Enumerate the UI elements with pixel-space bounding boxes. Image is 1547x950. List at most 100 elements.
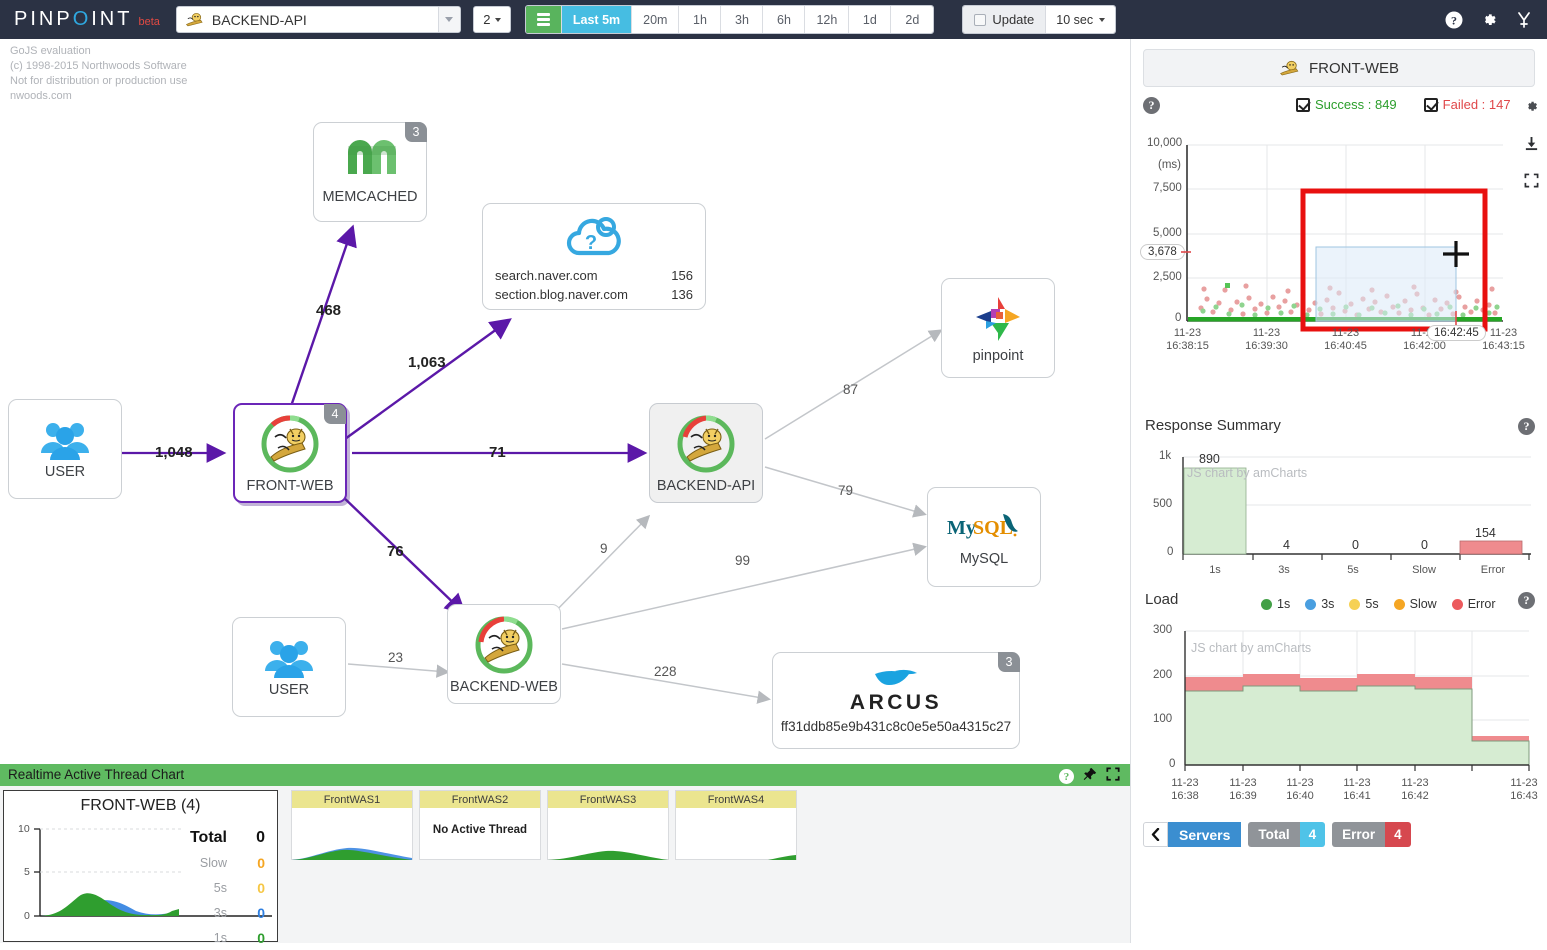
load-ytick-100: 100 bbox=[1153, 713, 1173, 725]
download-icon[interactable] bbox=[1524, 136, 1539, 156]
legend-slow[interactable]: Slow bbox=[1393, 597, 1437, 611]
gear-icon[interactable] bbox=[1480, 11, 1498, 29]
range-button-6h[interactable]: 6h bbox=[763, 6, 806, 33]
servers-label[interactable]: Servers bbox=[1168, 822, 1242, 847]
range-button-2d[interactable]: 2d bbox=[891, 6, 934, 33]
response-time-scatter-chart[interactable]: 10,000 (ms) 7,500 5,000 2,500 0 3,678 bbox=[1131, 131, 1547, 411]
range-button-last5m[interactable]: Last 5m bbox=[561, 6, 633, 33]
servers-bar: Servers Total 4 Error 4 bbox=[1143, 822, 1411, 847]
app-logo[interactable]: PINPOINT beta bbox=[14, 8, 160, 31]
list-item: 3s 0 bbox=[190, 900, 265, 925]
help-icon[interactable]: ? bbox=[1059, 769, 1074, 784]
edge-label-87: 87 bbox=[843, 382, 859, 397]
depth-select[interactable]: 2 bbox=[472, 6, 511, 33]
success-checkbox[interactable] bbox=[1296, 97, 1310, 112]
depth-value: 2 bbox=[483, 12, 491, 27]
application-select-caret[interactable] bbox=[437, 7, 460, 32]
arcus-icon bbox=[875, 669, 917, 685]
dot-icon bbox=[1305, 598, 1317, 610]
pinpoint-icon[interactable] bbox=[1515, 11, 1533, 29]
load-chart[interactable]: 1s 3s 5s Slow Error bbox=[1131, 589, 1547, 829]
tomcat-status-icon bbox=[261, 415, 319, 472]
legend-5s[interactable]: 5s bbox=[1349, 597, 1379, 611]
servers-prev-button[interactable] bbox=[1143, 822, 1168, 847]
node-user-2[interactable]: USER bbox=[232, 617, 346, 717]
svg-text:?: ? bbox=[585, 232, 597, 254]
update-checkbox-wrap[interactable]: Update bbox=[963, 6, 1046, 33]
load-xtick-1: 11-23 16:39 bbox=[1229, 777, 1257, 802]
bar-error bbox=[1459, 540, 1523, 555]
range-button-3h[interactable]: 3h bbox=[721, 6, 764, 33]
edge-label-468: 468 bbox=[316, 302, 342, 319]
was-card-4[interactable]: FrontWAS4 bbox=[675, 790, 797, 860]
scatter-plot-area bbox=[1181, 144, 1503, 332]
legend-failed[interactable]: Failed : 147 bbox=[1423, 97, 1511, 112]
pin-icon[interactable] bbox=[1083, 767, 1097, 786]
node-pinpoint[interactable]: pinpoint bbox=[941, 278, 1055, 378]
expand-icon[interactable] bbox=[1106, 767, 1120, 786]
application-name: BACKEND-API bbox=[211, 11, 307, 28]
servers-error-pill[interactable]: Error 4 bbox=[1332, 822, 1411, 847]
node-hash: ff31ddb85e9b431c8c0e5e50a4315c27 bbox=[780, 718, 1012, 734]
summary-xtick-slow: Slow bbox=[1412, 564, 1436, 576]
node-memcached[interactable]: 3 MEMCACHED bbox=[313, 122, 427, 222]
scatter-header: ? Success : 849 Failed : 147 bbox=[1131, 95, 1547, 121]
cloud-unknown-icon: ? bbox=[566, 217, 621, 256]
svg-text:SQL: SQL bbox=[973, 517, 1013, 539]
node-mysql[interactable]: My SQL MySQL bbox=[927, 487, 1041, 587]
response-summary-title: Response Summary bbox=[1145, 417, 1281, 434]
legend-success[interactable]: Success : 849 bbox=[1296, 97, 1397, 112]
legend-1s[interactable]: 1s bbox=[1261, 597, 1290, 611]
node-arcus[interactable]: 3 ARCUS ff31ddb85e9b431c8c0e5e50a4315c27 bbox=[772, 652, 1020, 749]
was-chart bbox=[292, 808, 412, 860]
was-card-2[interactable]: FrontWAS2 No Active Thread bbox=[419, 790, 541, 860]
help-icon[interactable]: ? bbox=[1445, 11, 1463, 29]
help-icon[interactable]: ? bbox=[1518, 592, 1535, 609]
servers-total-pill[interactable]: Total 4 bbox=[1248, 822, 1326, 847]
range-button-12h[interactable]: 12h bbox=[805, 6, 850, 33]
help-icon[interactable]: ? bbox=[1518, 418, 1535, 435]
load-title: Load bbox=[1145, 591, 1179, 608]
scatter-cursor-time: 16:42:45 bbox=[1427, 325, 1486, 341]
chevron-down-icon bbox=[445, 17, 454, 22]
help-icon[interactable]: ? bbox=[1143, 97, 1160, 114]
range-grid-button[interactable] bbox=[525, 6, 562, 33]
edge-label-228: 228 bbox=[654, 664, 677, 679]
gear-icon[interactable] bbox=[1524, 99, 1539, 119]
front-web-thread-chart[interactable]: FRONT-WEB (4) 10 5 0 Total 0 Slow 0 bbox=[3, 790, 278, 946]
legend-error-label: Error bbox=[1467, 597, 1496, 611]
thread-key-1s: 1s bbox=[213, 930, 227, 945]
server-map-canvas[interactable]: GoJS evaluation (c) 1998-2015 Northwoods… bbox=[0, 39, 1130, 764]
was-card-1[interactable]: FrontWAS1 bbox=[291, 790, 413, 860]
edge-label-9: 9 bbox=[600, 541, 608, 556]
inspector-title[interactable]: FRONT-WEB bbox=[1143, 49, 1535, 87]
range-button-1h[interactable]: 1h bbox=[679, 6, 722, 33]
node-backend-web[interactable]: BACKEND-WEB bbox=[447, 604, 561, 704]
update-checkbox[interactable] bbox=[974, 13, 987, 26]
failed-checkbox[interactable] bbox=[1423, 97, 1438, 112]
node-user-1[interactable]: USER bbox=[8, 399, 122, 499]
was-card-3[interactable]: FrontWAS3 bbox=[547, 790, 669, 860]
application-select[interactable]: BACKEND-API bbox=[175, 6, 461, 33]
range-button-1d[interactable]: 1d bbox=[849, 6, 892, 33]
dot-icon bbox=[1451, 598, 1463, 610]
servers-error-key: Error bbox=[1332, 822, 1386, 847]
edge-label-71: 71 bbox=[489, 444, 506, 461]
edge-frontweb-backendweb bbox=[339, 493, 467, 616]
time-range-group: Last 5m 20m 1h 3h 6h 12h 1d 2d bbox=[524, 5, 935, 34]
realtime-panel-title: Realtime Active Thread Chart bbox=[8, 767, 185, 782]
range-button-20m[interactable]: 20m bbox=[632, 6, 680, 33]
response-summary-chart[interactable]: 1k 500 0 890 4 0 0 154 JS chart by amCha… bbox=[1131, 444, 1547, 594]
realtime-active-thread-panel: Realtime Active Thread Chart ? FRONT-WEB… bbox=[0, 764, 1130, 946]
scatter-xtick-0: 11-23 16:38:15 bbox=[1166, 327, 1209, 352]
gojs-line-3: Not for distribution or production use bbox=[10, 75, 188, 87]
expand-icon[interactable] bbox=[1524, 173, 1539, 193]
chevron-down-icon bbox=[1099, 17, 1106, 22]
response-summary-header: Response Summary ? bbox=[1131, 417, 1547, 441]
node-front-web[interactable]: 4 FRONT-WEB bbox=[233, 403, 347, 503]
legend-3s[interactable]: 3s bbox=[1305, 597, 1334, 611]
update-interval-select[interactable]: 10 sec bbox=[1045, 6, 1116, 33]
node-unknown-naver[interactable]: ? search.naver.com 156 section.blog.nave… bbox=[482, 203, 706, 310]
node-backend-api[interactable]: BACKEND-API bbox=[649, 403, 763, 503]
legend-error[interactable]: Error bbox=[1451, 597, 1496, 611]
